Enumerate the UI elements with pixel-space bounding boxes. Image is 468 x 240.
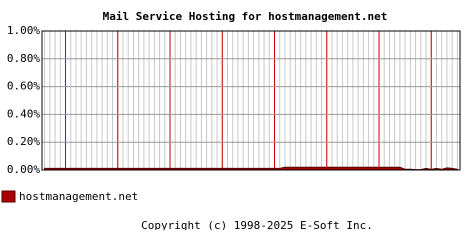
page: {"chart_data": {"type": "area", "title":… [1,10,461,230]
y-tick-label: 0.00% [7,163,40,176]
y-tick-label: 0.80% [7,52,40,65]
legend-swatch [1,190,16,203]
chart: Mail Service Hosting for hostmanagement.… [1,10,461,230]
y-tick-label: 0.60% [7,80,40,93]
area [44,166,458,171]
chart-title: Mail Service Hosting for hostmanagement.… [103,10,388,23]
plot-border [41,30,461,171]
plot-area [42,31,460,170]
copyright: Copyright (c) 1998-2025 E-Soft Inc. [141,219,373,230]
y-tick-label: 0.40% [7,107,40,120]
y-tick-label: 0.20% [7,135,40,148]
y-tick-label: 1.00% [7,24,40,37]
legend-label: hostmanagement.net [19,190,138,203]
